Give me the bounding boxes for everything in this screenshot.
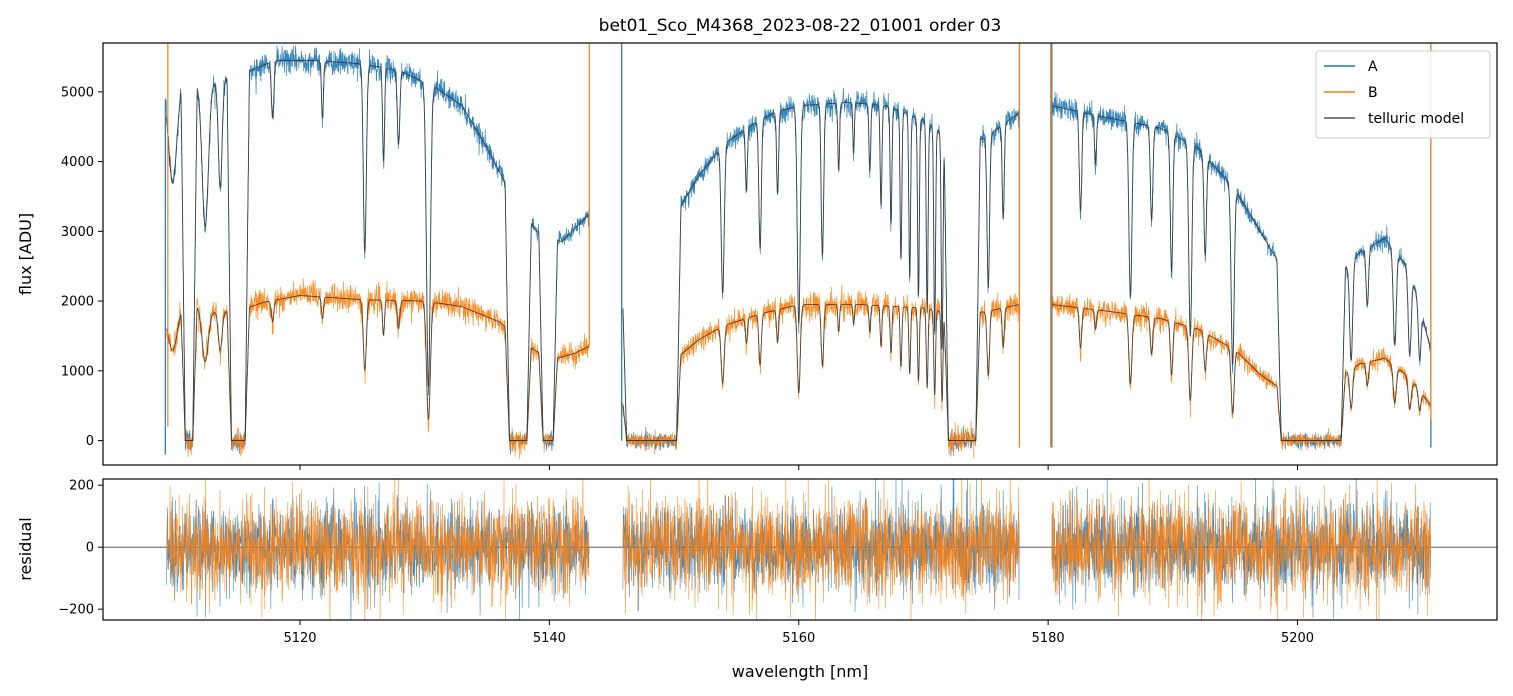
series-a-segment-3 [1051, 91, 1432, 451]
series-b-segment-3 [1051, 293, 1432, 451]
bottom-axes: −200 0 200 5120 5140 5160 5180 5200 [58, 478, 1498, 646]
top-y-tick-label-1000: 1000 [61, 364, 94, 379]
series-a-segment-2 [622, 87, 1020, 457]
top-y-axis-label: flux [ADU] [16, 213, 35, 295]
bottom-y-tick-label-2: 200 [69, 479, 94, 494]
residual-b-segment-1 [166, 479, 590, 620]
series-b-segment-2 [622, 284, 1020, 459]
residual-b-segment-2 [622, 479, 1020, 620]
series-b-segment-1 [166, 278, 590, 459]
x-tick-label-5200: 5200 [1281, 631, 1314, 646]
telluric-model-b-segment-1 [166, 295, 590, 442]
telluric-model-a-segment-1 [166, 59, 590, 442]
top-y-tick-label-3000: 3000 [61, 225, 94, 240]
top-y-tick-label-4000: 4000 [61, 155, 94, 170]
residual-a-segment-1 [166, 482, 590, 620]
top-y-tick-label-0: 0 [86, 434, 94, 449]
legend-frame [1315, 50, 1491, 139]
legend-label-b: B [1368, 85, 1378, 101]
telluric-model-a-segment-2 [622, 101, 1020, 442]
chart-title: bet01_Sco_M4368_2023-08-22_01001 order 0… [599, 16, 1002, 36]
x-tick-label-5180: 5180 [1032, 631, 1065, 646]
bottom-y-tick-label-1: 0 [86, 541, 94, 556]
x-tick-label-5120: 5120 [283, 631, 316, 646]
residual-b-segment-3 [1051, 479, 1431, 620]
legend: A B telluric model [1315, 50, 1491, 139]
telluric-model-a-segment-3 [1051, 105, 1432, 442]
top-axes-frame [102, 42, 1498, 466]
bottom-y-axis-label: residual [16, 517, 35, 580]
telluric-model-b-segment-3 [1051, 304, 1432, 442]
top-plot-area [164, 43, 1432, 459]
bottom-axes-frame [102, 478, 1498, 621]
legend-label-a: A [1368, 59, 1378, 75]
telluric-model-b-segment-2 [622, 304, 1020, 442]
top-y-tick-label-2000: 2000 [61, 295, 94, 310]
top-y-tick-label-5000: 5000 [61, 85, 94, 100]
legend-label-telluric: telluric model [1368, 111, 1464, 127]
x-axis-label: wavelength [nm] [732, 662, 869, 681]
bottom-plot-area [103, 479, 1497, 620]
x-tick-label-5160: 5160 [782, 631, 815, 646]
bottom-y-tick-label-0: −200 [58, 603, 94, 618]
x-tick-label-5140: 5140 [533, 631, 566, 646]
top-axes: 0 1000 2000 3000 4000 5000 [61, 42, 1498, 470]
